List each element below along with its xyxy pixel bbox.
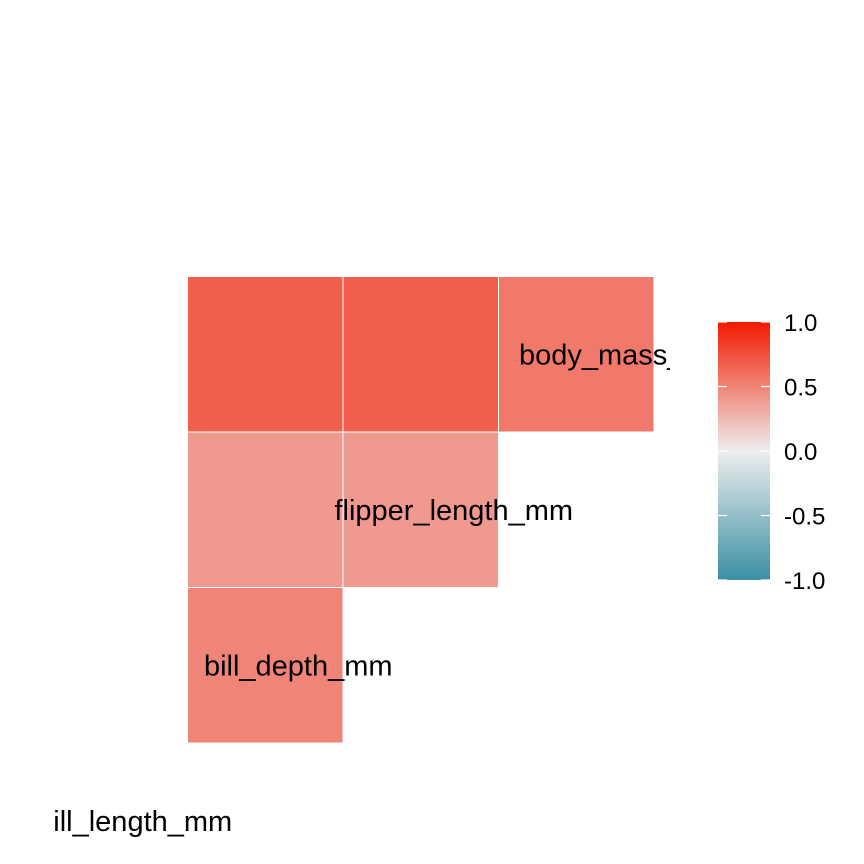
heatmap-cells	[187, 276, 655, 744]
heatmap-cell-bill_depth_mm-bill_length_mm	[187, 587, 344, 744]
diagonal-label-bill_length_mm: ill_length_mm	[53, 806, 232, 838]
legend-ticks: 1.0 0.5 0.0 -0.5 -1.0	[718, 310, 825, 595]
diagonal-label-flipper_length_mm: flipper_length_mm	[334, 495, 573, 527]
diagonal-labels: ill_length_mm bill_depth_mm flipper_length…	[53, 339, 700, 838]
diagonal-label-bill_depth_mm: bill_depth_mm	[204, 650, 393, 682]
color-legend: 1.0 0.5 0.0 -0.5 -1.0	[718, 310, 825, 595]
heatmap-cell-flipper_length_mm-bill_length_mm	[187, 431, 344, 588]
legend-tick-label: 0.0	[784, 439, 817, 466]
legend-tick-label: -1.0	[784, 568, 825, 595]
legend-tick-label: 0.5	[784, 375, 817, 402]
legend-tick-label: -0.5	[784, 504, 825, 531]
heatmap-cell-body_mass_g-bill_length_mm	[187, 276, 344, 433]
diagonal-label-body_mass_g: body_mass_g	[519, 339, 700, 371]
heatmap-cell-body_mass_g-flipper_length_mm	[498, 276, 655, 433]
heatmap-cell-body_mass_g-bill_depth_mm	[342, 276, 499, 433]
legend-tick-label: 1.0	[784, 310, 817, 337]
